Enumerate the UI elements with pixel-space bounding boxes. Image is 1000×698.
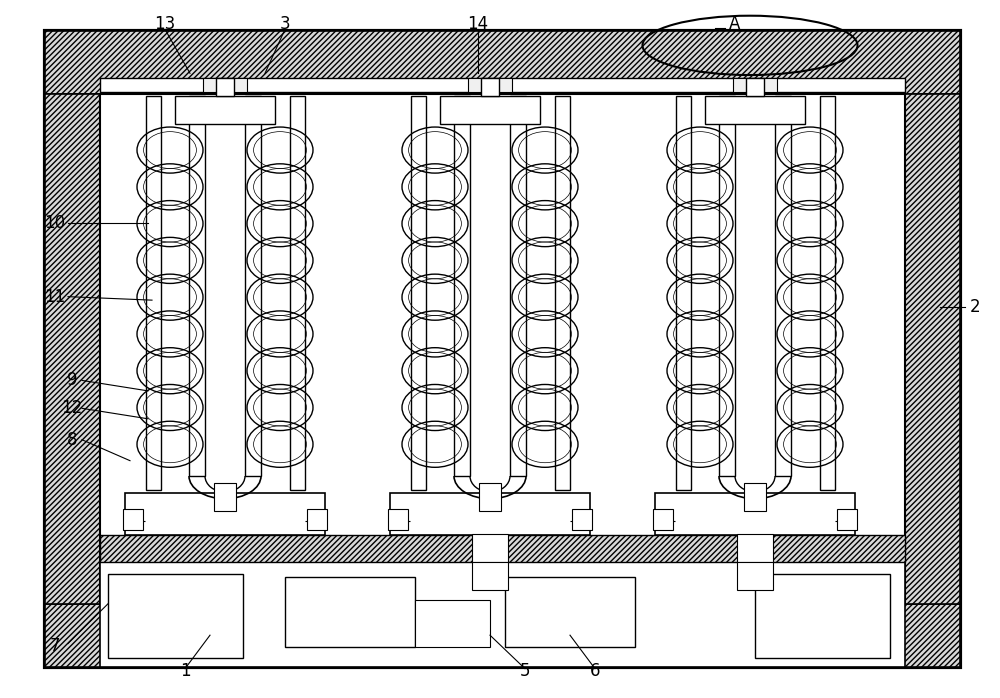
Bar (572, 509, 592, 530)
Bar (440, 96, 540, 124)
Bar (125, 493, 325, 535)
Bar (290, 96, 305, 490)
Text: 14: 14 (467, 15, 489, 34)
Bar (175, 96, 275, 124)
Bar (481, 78, 499, 96)
Bar (390, 493, 590, 535)
Bar (472, 562, 508, 590)
Bar (189, 96, 205, 476)
Text: 10: 10 (44, 214, 66, 232)
Bar (245, 96, 261, 476)
Bar (45, 31, 960, 94)
Bar (468, 78, 512, 92)
Bar (676, 96, 691, 490)
Bar (472, 534, 508, 562)
Text: 12: 12 (61, 399, 83, 417)
Bar (837, 509, 857, 530)
Bar (820, 96, 834, 490)
Bar (905, 94, 960, 604)
Text: 9: 9 (67, 371, 77, 389)
Bar (454, 96, 470, 476)
Bar (108, 574, 243, 658)
Bar (746, 78, 764, 96)
Text: 3: 3 (280, 15, 290, 34)
Bar (705, 96, 805, 124)
Bar (45, 94, 100, 604)
Bar (100, 558, 905, 667)
Bar (415, 600, 490, 647)
Bar (733, 78, 777, 92)
Text: 2: 2 (970, 298, 980, 316)
Bar (505, 577, 635, 647)
Bar (100, 78, 905, 92)
Bar (737, 562, 773, 590)
Bar (479, 483, 501, 511)
Text: 1: 1 (180, 662, 190, 681)
Bar (203, 78, 247, 92)
Text: 8: 8 (67, 431, 77, 449)
Bar (411, 96, 426, 490)
Bar (100, 535, 905, 562)
Bar (655, 493, 855, 535)
Text: 11: 11 (44, 288, 66, 306)
Bar (100, 94, 905, 604)
Bar (653, 509, 673, 530)
Bar (123, 509, 143, 530)
Text: 5: 5 (520, 662, 530, 681)
Bar (510, 96, 526, 476)
Bar (216, 78, 234, 96)
Bar (45, 604, 960, 667)
Bar (737, 534, 773, 562)
Bar (285, 577, 415, 647)
Bar (388, 509, 408, 530)
Bar (719, 96, 735, 476)
Bar (744, 483, 766, 511)
Text: A: A (729, 15, 741, 34)
Bar (146, 96, 161, 490)
Bar (554, 96, 570, 490)
Bar (775, 96, 791, 476)
Text: 6: 6 (590, 662, 600, 681)
Text: 7: 7 (50, 637, 60, 655)
Bar (755, 574, 890, 658)
Bar (214, 483, 236, 511)
Bar (307, 509, 327, 530)
Text: 13: 13 (154, 15, 176, 34)
